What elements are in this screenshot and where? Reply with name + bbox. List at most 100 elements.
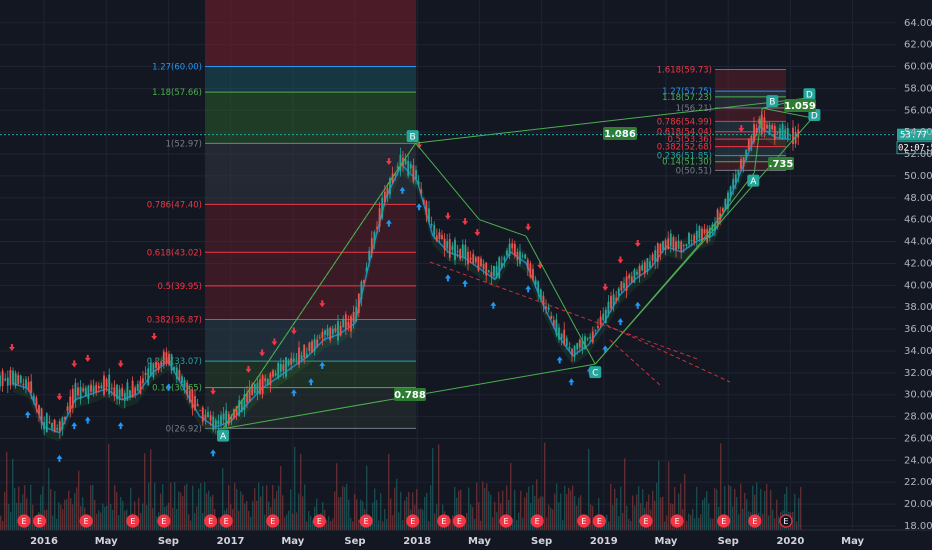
candle-body bbox=[56, 427, 59, 430]
earnings-icon[interactable] bbox=[32, 514, 47, 528]
candle-body bbox=[542, 295, 545, 306]
volume-bar bbox=[642, 489, 644, 530]
fib-level-label: 0.786(47.40) bbox=[147, 200, 202, 210]
earnings-icon[interactable] bbox=[266, 514, 280, 528]
sell-arrow-icon bbox=[210, 387, 217, 395]
candle-body bbox=[313, 339, 316, 352]
candle-body bbox=[25, 379, 27, 388]
candle-body bbox=[376, 226, 378, 229]
earnings-icon[interactable] bbox=[779, 514, 793, 528]
candle-body bbox=[467, 251, 469, 265]
volume-bar bbox=[22, 494, 24, 530]
earnings-label: E bbox=[161, 517, 166, 526]
fib-zone bbox=[715, 107, 786, 122]
candle-body bbox=[623, 283, 625, 289]
earnings-label: E bbox=[270, 517, 275, 526]
candle-body bbox=[506, 250, 508, 256]
volume-bar bbox=[122, 501, 124, 530]
buy-arrow-icon bbox=[399, 186, 406, 194]
earnings-icon[interactable] bbox=[359, 514, 373, 528]
earnings-icon[interactable] bbox=[530, 514, 544, 528]
earnings-icon[interactable] bbox=[437, 514, 451, 528]
volume-bar bbox=[340, 497, 342, 530]
candle-body bbox=[188, 390, 191, 402]
candle-body bbox=[178, 370, 181, 381]
fib-level-label: 0.5(39.95) bbox=[158, 282, 202, 292]
earnings-icon[interactable] bbox=[219, 514, 233, 528]
candle-body bbox=[373, 231, 376, 244]
volume-bar bbox=[480, 520, 482, 530]
volume-bar bbox=[172, 507, 174, 530]
candle-body bbox=[238, 400, 241, 416]
volume-bar bbox=[272, 485, 274, 530]
candle-body bbox=[186, 382, 189, 396]
candle-body bbox=[448, 239, 451, 258]
candle-body bbox=[152, 363, 155, 378]
earnings-label: E bbox=[410, 517, 415, 526]
candle-body bbox=[79, 386, 82, 400]
volume-bar bbox=[328, 516, 330, 530]
volume-bar bbox=[520, 490, 522, 530]
point-label: D bbox=[811, 111, 818, 121]
volume-bar bbox=[538, 498, 540, 530]
volume-bar bbox=[628, 518, 630, 530]
volume-bar bbox=[402, 519, 404, 530]
candle-body bbox=[214, 420, 217, 427]
candle-body bbox=[776, 132, 779, 134]
candle-body bbox=[357, 293, 360, 314]
volume-bar bbox=[68, 490, 70, 530]
volume-bar bbox=[382, 521, 384, 530]
candle-body bbox=[84, 388, 87, 397]
earnings-icon[interactable] bbox=[126, 514, 140, 528]
sell-arrow-icon bbox=[525, 223, 532, 231]
volume-bar bbox=[684, 473, 686, 530]
earnings-icon[interactable] bbox=[406, 514, 420, 528]
earnings-icon[interactable] bbox=[157, 514, 171, 528]
volume-bar bbox=[728, 484, 730, 530]
candle-body bbox=[9, 370, 12, 386]
earnings-icon[interactable] bbox=[312, 514, 327, 528]
x-axis bbox=[0, 529, 932, 550]
point-badge bbox=[803, 88, 816, 101]
candle-body bbox=[727, 192, 729, 209]
candle-body bbox=[625, 276, 628, 291]
volume-bar bbox=[678, 493, 680, 530]
earnings-icon[interactable] bbox=[79, 514, 93, 528]
pattern-line bbox=[415, 97, 807, 144]
point-badge bbox=[406, 130, 419, 143]
pattern-line bbox=[525, 235, 596, 365]
volume-bar bbox=[180, 492, 182, 530]
volume-bar bbox=[768, 515, 770, 530]
fib-level-label: 0(26.92) bbox=[166, 424, 202, 434]
earnings-icon[interactable] bbox=[577, 514, 591, 528]
candle-body bbox=[251, 384, 254, 396]
earnings-icon[interactable] bbox=[748, 514, 762, 528]
sell-arrow-icon bbox=[71, 360, 78, 368]
candle-body bbox=[308, 342, 311, 352]
earnings-icon[interactable] bbox=[17, 514, 31, 528]
pattern-points bbox=[217, 88, 821, 442]
point-label: B bbox=[769, 98, 775, 108]
volume-bar bbox=[0, 515, 2, 530]
earnings-icon[interactable] bbox=[452, 514, 466, 528]
earnings-icon[interactable] bbox=[717, 514, 731, 528]
candle-body bbox=[331, 328, 334, 335]
candle-body bbox=[438, 232, 441, 240]
volume-bar bbox=[274, 498, 276, 530]
volume-bar bbox=[634, 505, 636, 530]
candle-body bbox=[552, 320, 555, 327]
earnings-icon[interactable] bbox=[670, 514, 684, 528]
candle-body bbox=[409, 164, 412, 169]
earnings-icon[interactable] bbox=[639, 514, 653, 528]
volume-bar bbox=[774, 518, 776, 530]
volume-bar bbox=[668, 461, 670, 530]
projection-line bbox=[609, 339, 661, 386]
earnings-icon[interactable] bbox=[204, 514, 218, 528]
volume-bar bbox=[18, 486, 20, 530]
candle-body bbox=[14, 373, 17, 386]
buy-arrow-icon bbox=[84, 416, 91, 424]
earnings-icon[interactable] bbox=[499, 514, 513, 528]
earnings-icon[interactable] bbox=[592, 514, 606, 528]
